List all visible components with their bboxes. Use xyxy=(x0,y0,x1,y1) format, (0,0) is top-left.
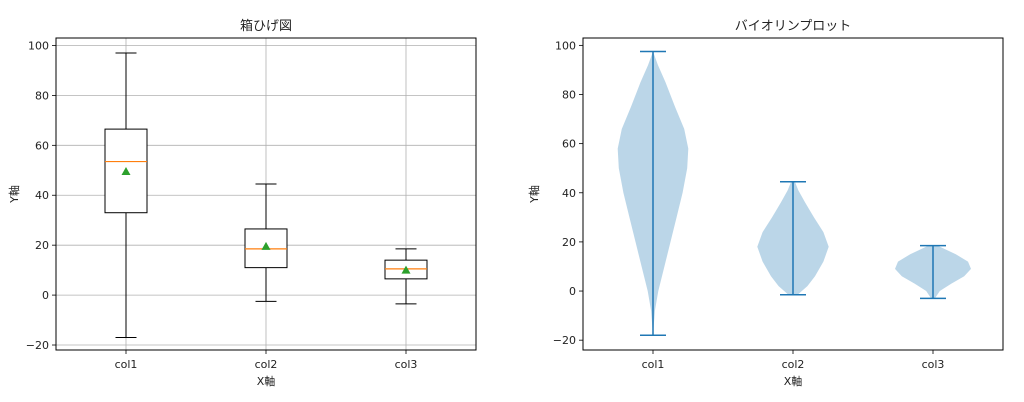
boxplot-x-tick-label: col2 xyxy=(255,358,278,371)
violin-y-tick-label: −20 xyxy=(553,334,576,347)
violin-x-tick-label: col3 xyxy=(922,358,945,371)
violin-y-tick-label: 60 xyxy=(562,138,576,151)
violin-panel: バイオリンプロット −20 0 20 40 60 80 100 col1 col2 col3 X… xyxy=(527,19,1004,388)
violin-x-tick-label: col1 xyxy=(642,358,665,371)
boxplot-marks xyxy=(104,52,428,339)
box-mean-marker xyxy=(401,265,411,274)
boxplot-y-label: Y軸 xyxy=(7,185,21,204)
violin-x-label: X軸 xyxy=(784,374,803,388)
boxplot-y-ticks: −20 0 20 40 60 80 100 xyxy=(26,39,56,352)
boxplot-y-tick-label: 80 xyxy=(35,89,49,102)
violin-x-ticks: col1 col2 col3 xyxy=(642,350,945,371)
boxplot-panel: 箱ひげ図 −20 0 20 40 60 80 100 col1 col2 col3 X軸 Y軸 xyxy=(7,18,477,388)
box-mean-marker xyxy=(121,167,131,176)
boxplot-y-tick-label: 20 xyxy=(35,239,49,252)
violin-title: バイオリンプロット xyxy=(735,19,852,34)
boxplot-y-tick-label: −20 xyxy=(26,339,49,352)
violin-y-tick-label: 40 xyxy=(562,187,576,200)
violin-y-tick-label: 80 xyxy=(562,89,576,102)
boxplot-y-tick-label: 40 xyxy=(35,189,49,202)
boxplot-y-tick-label: 100 xyxy=(28,39,49,52)
violin-y-ticks: −20 0 20 40 60 80 100 xyxy=(553,39,583,347)
violin-frame xyxy=(582,37,1004,351)
violin-y-tick-label: 100 xyxy=(555,39,576,52)
box-mean-marker xyxy=(261,241,271,250)
violin-y-label: Y軸 xyxy=(527,185,541,204)
violin-y-tick-label: 20 xyxy=(562,236,576,249)
violin-y-tick-label: 0 xyxy=(569,285,576,298)
boxplot-x-label: X軸 xyxy=(257,374,276,388)
boxplot-x-ticks: col1 col2 col3 xyxy=(115,350,418,371)
boxplot-x-tick-label: col3 xyxy=(395,358,418,371)
violin-marks xyxy=(617,50,971,337)
boxplot-y-tick-label: 60 xyxy=(35,139,49,152)
boxplot-frame xyxy=(55,37,477,351)
boxplot-x-tick-label: col1 xyxy=(115,358,138,371)
violin-x-tick-label: col2 xyxy=(782,358,805,371)
boxplot-y-tick-label: 0 xyxy=(42,289,49,302)
boxplot-title: 箱ひげ図 xyxy=(240,18,292,34)
